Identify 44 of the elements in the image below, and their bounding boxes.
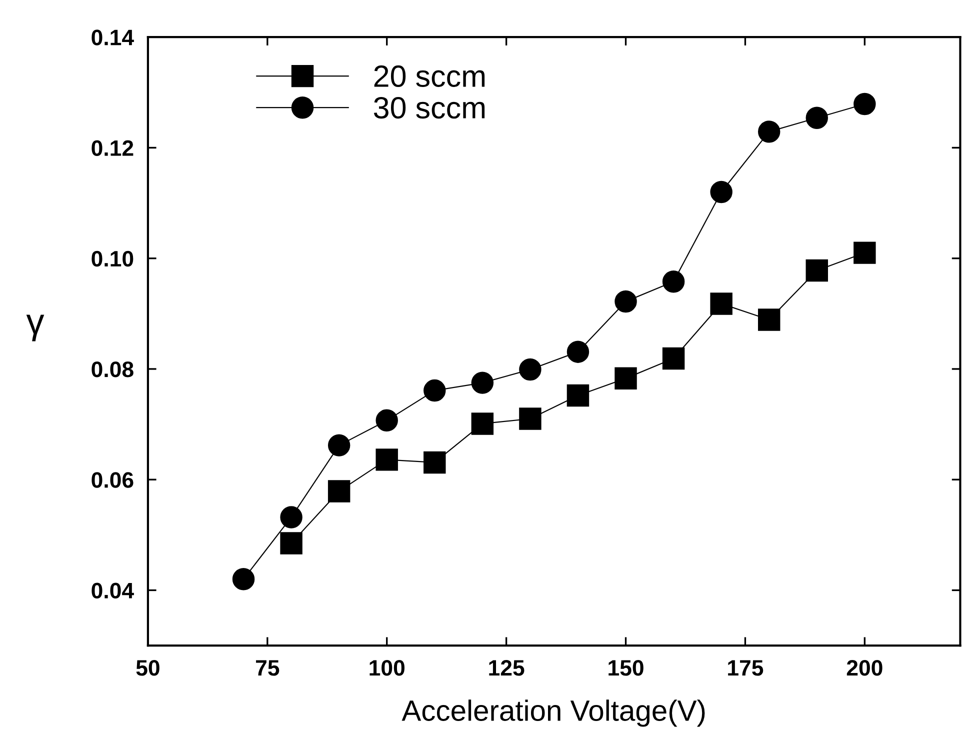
point	[710, 292, 732, 315]
y-tick-label: 0.10	[92, 250, 134, 267]
y-axis-title: γ	[26, 314, 44, 342]
point	[328, 434, 350, 456]
y-tick-label: 0.12	[92, 140, 134, 156]
point	[806, 106, 828, 129]
point	[566, 384, 590, 407]
point	[328, 480, 350, 502]
point	[376, 409, 398, 432]
point	[854, 242, 876, 264]
x-tick-label: 200	[846, 660, 882, 676]
point	[471, 372, 494, 394]
point	[758, 308, 780, 331]
point	[519, 358, 542, 381]
x-tick-label: 125	[489, 660, 524, 676]
x-tick-label: 100	[370, 660, 404, 676]
point	[519, 408, 542, 430]
x-axis-title: Acceleration Voltage(V)	[402, 700, 705, 727]
point	[614, 290, 637, 313]
x-tick-label: 150	[608, 660, 644, 676]
point	[424, 451, 446, 474]
point	[758, 120, 780, 143]
point	[376, 448, 398, 471]
point	[566, 340, 590, 363]
point	[854, 92, 876, 116]
point	[280, 532, 302, 554]
point	[662, 270, 685, 293]
legend-label: 20 sccm	[374, 65, 485, 88]
x-tick-label: 75	[256, 660, 280, 676]
point	[806, 259, 828, 282]
x-tick-label: 50	[136, 660, 160, 676]
point	[662, 347, 685, 370]
y-tick-label: 0.06	[92, 472, 134, 488]
point	[710, 180, 732, 204]
point	[614, 367, 637, 390]
x-tick-label: 175	[728, 660, 764, 676]
y-tick-label: 0.14	[92, 30, 134, 46]
point	[471, 412, 494, 435]
point	[232, 568, 255, 590]
y-tick-label: 0.08	[92, 362, 134, 378]
point	[280, 506, 302, 528]
legend-label: 30 sccm	[374, 96, 485, 119]
point	[424, 379, 446, 402]
y-tick-label: 0.04	[92, 582, 134, 598]
